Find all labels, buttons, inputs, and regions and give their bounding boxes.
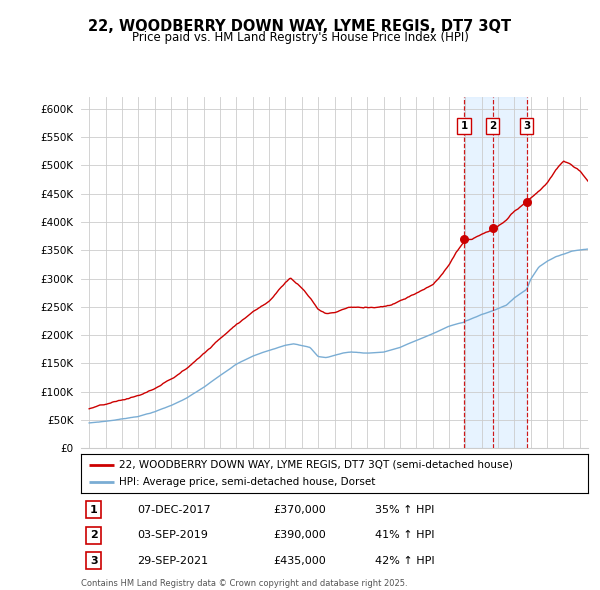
Text: 42% ↑ HPI: 42% ↑ HPI	[375, 556, 434, 566]
Text: 29-SEP-2021: 29-SEP-2021	[137, 556, 208, 566]
Text: 2: 2	[90, 530, 98, 540]
Text: HPI: Average price, semi-detached house, Dorset: HPI: Average price, semi-detached house,…	[119, 477, 376, 487]
Text: 2: 2	[489, 121, 496, 130]
Text: 35% ↑ HPI: 35% ↑ HPI	[375, 505, 434, 515]
Text: 3: 3	[90, 556, 97, 566]
Text: £390,000: £390,000	[274, 530, 326, 540]
Text: 22, WOODBERRY DOWN WAY, LYME REGIS, DT7 3QT (semi-detached house): 22, WOODBERRY DOWN WAY, LYME REGIS, DT7 …	[119, 460, 513, 470]
Bar	[464, 97, 527, 448]
Point	[459, 234, 469, 244]
Text: 1: 1	[460, 121, 467, 130]
Point	[522, 198, 532, 207]
Text: 22, WOODBERRY DOWN WAY, LYME REGIS, DT7 3QT: 22, WOODBERRY DOWN WAY, LYME REGIS, DT7 …	[88, 19, 512, 34]
Text: 07-DEC-2017: 07-DEC-2017	[137, 505, 211, 515]
Text: 3: 3	[523, 121, 530, 130]
Text: Price paid vs. HM Land Registry's House Price Index (HPI): Price paid vs. HM Land Registry's House …	[131, 31, 469, 44]
Text: £370,000: £370,000	[274, 505, 326, 515]
Point	[488, 223, 497, 232]
Text: 03-SEP-2019: 03-SEP-2019	[137, 530, 208, 540]
Text: 1: 1	[90, 505, 98, 515]
Text: 41% ↑ HPI: 41% ↑ HPI	[375, 530, 434, 540]
Text: £435,000: £435,000	[274, 556, 326, 566]
Text: Contains HM Land Registry data © Crown copyright and database right 2025.
This d: Contains HM Land Registry data © Crown c…	[81, 579, 407, 590]
